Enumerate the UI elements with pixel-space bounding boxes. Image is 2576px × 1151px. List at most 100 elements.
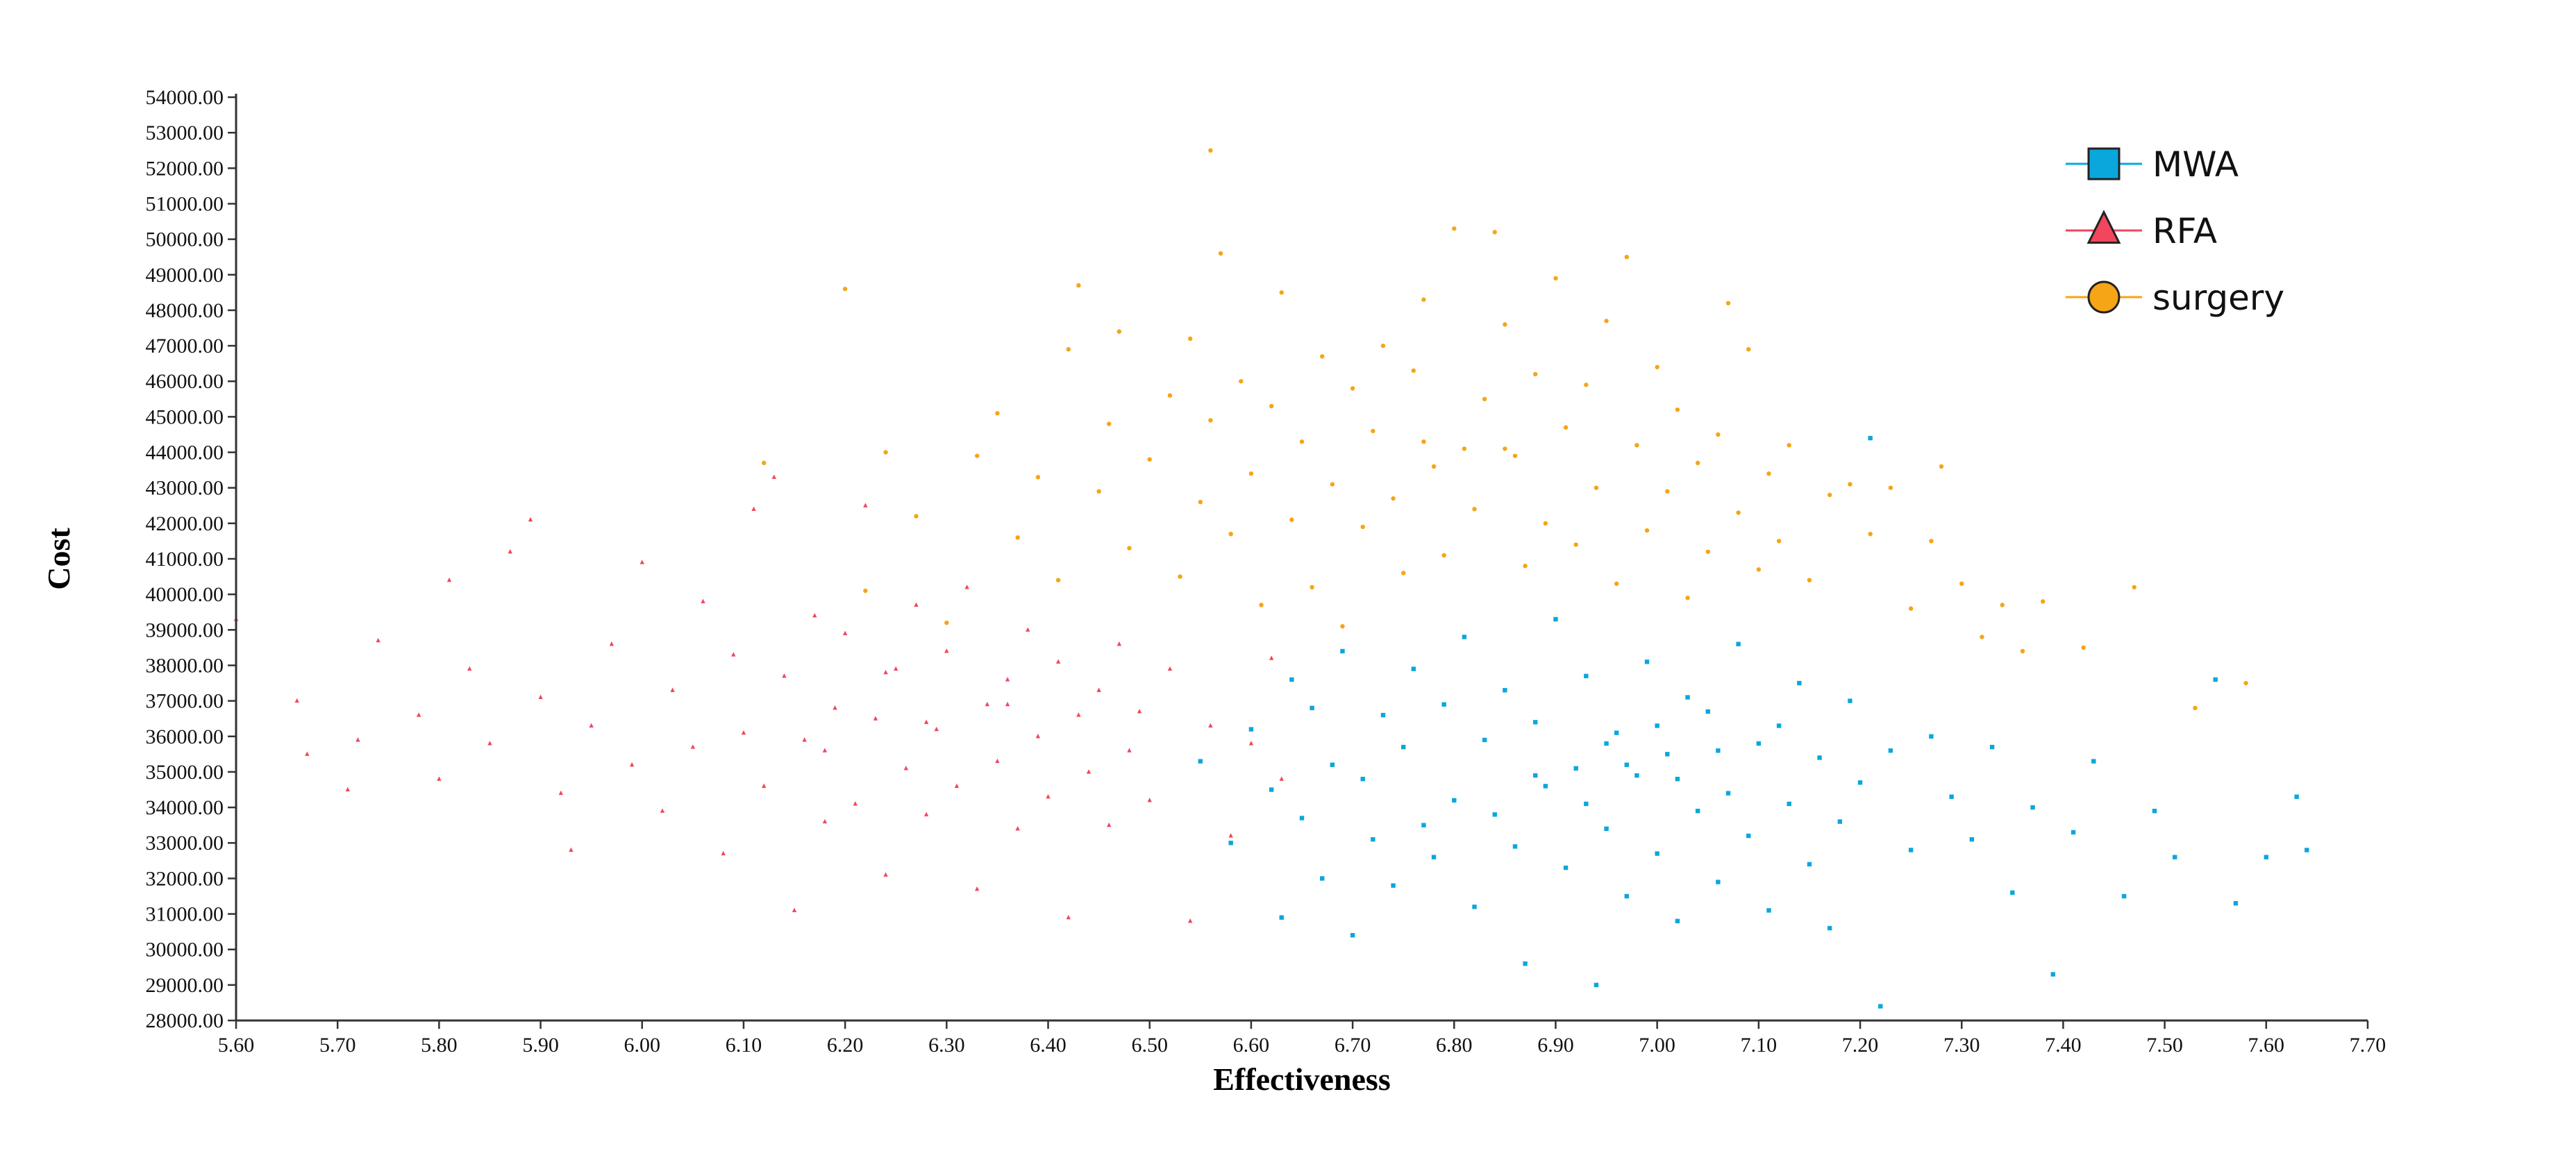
legend-label: RFA (2152, 211, 2217, 251)
data-point-mwa (1198, 759, 1203, 764)
data-point-surgery (1279, 290, 1284, 295)
data-point-surgery (863, 588, 868, 594)
data-point-rfa (964, 585, 969, 589)
x-tick-label: 6.10 (726, 1034, 762, 1057)
y-tick-label: 42000.00 (146, 512, 224, 535)
x-tick-label: 6.40 (1030, 1034, 1067, 1057)
data-point-mwa (1716, 880, 1721, 884)
data-point-mwa (1380, 712, 1386, 718)
data-point-surgery (1107, 421, 1112, 426)
data-point-mwa (1391, 883, 1396, 888)
data-point-mwa (1279, 915, 1284, 920)
data-point-mwa (1512, 844, 1518, 849)
data-point-surgery (1675, 407, 1680, 412)
data-point-surgery (2243, 680, 2248, 686)
y-axis-title: Cost (41, 528, 76, 590)
data-point-mwa (1289, 677, 1294, 682)
data-point-surgery (944, 620, 949, 625)
data-point-rfa (1116, 641, 1122, 646)
data-point-rfa (761, 783, 767, 788)
data-point-mwa (2071, 830, 2076, 835)
data-point-surgery (1350, 386, 1355, 391)
data-point-rfa (1107, 822, 1112, 827)
data-point-surgery (974, 453, 980, 458)
x-tick-label: 7.30 (1943, 1034, 1980, 1057)
data-point-surgery (914, 514, 919, 519)
data-point-mwa (1533, 720, 1538, 725)
data-point-surgery (1187, 336, 1193, 342)
data-point-surgery (1929, 539, 1934, 544)
data-point-mwa (1949, 794, 1954, 799)
data-point-rfa (1228, 833, 1233, 838)
data-point-mwa (1503, 688, 1507, 693)
data-point-rfa (305, 751, 310, 756)
data-point-surgery (1147, 457, 1152, 462)
data-point-rfa (1269, 655, 1274, 660)
data-point-surgery (1482, 396, 1487, 402)
data-point-surgery (2132, 585, 2136, 590)
data-point-surgery (1705, 549, 1710, 554)
legend-label: MWA (2152, 144, 2239, 185)
data-point-mwa (1766, 908, 1771, 913)
data-point-surgery (1939, 464, 1944, 469)
data-point-mwa (1269, 787, 1274, 792)
legend: MWA RFA surgery (2066, 144, 2284, 318)
data-point-surgery (1553, 276, 1558, 281)
data-point-rfa (822, 748, 828, 753)
data-point-rfa (721, 850, 726, 856)
y-tick-label: 37000.00 (146, 690, 224, 713)
data-point-rfa (1086, 769, 1092, 774)
data-point-mwa (2121, 893, 2127, 899)
y-tick-label: 36000.00 (146, 725, 224, 748)
data-point-rfa (294, 698, 299, 703)
data-point-rfa (954, 783, 960, 788)
data-point-rfa (1279, 776, 1284, 781)
legend-item-mwa: MWA (2066, 144, 2239, 185)
data-point-rfa (376, 637, 380, 643)
data-point-surgery (2000, 603, 2005, 607)
data-point-mwa (1634, 773, 1639, 778)
legend-item-rfa: RFA (2066, 210, 2217, 251)
data-point-mwa (1725, 791, 1731, 796)
data-point-mwa (1441, 702, 1446, 707)
data-point-rfa (842, 630, 848, 635)
data-point-mwa (2213, 677, 2218, 682)
data-point-rfa (467, 666, 472, 671)
data-point-surgery (1563, 425, 1569, 430)
data-point-surgery (1573, 542, 1578, 547)
data-point-mwa (1462, 635, 1467, 639)
data-point-rfa (437, 776, 442, 781)
data-point-rfa (833, 705, 837, 710)
x-tick-label: 7.20 (1842, 1034, 1879, 1057)
data-point-mwa (1604, 741, 1609, 746)
data-point-mwa (1563, 865, 1569, 871)
data-point-rfa (528, 516, 533, 522)
data-point-surgery (1756, 567, 1762, 572)
legend-marker-circle (2087, 280, 2121, 314)
data-point-surgery (1269, 403, 1274, 409)
data-point-mwa (1705, 709, 1710, 714)
data-point-surgery (1827, 492, 1832, 498)
data-point-mwa (1756, 741, 1762, 746)
data-point-surgery (1776, 539, 1782, 544)
data-point-rfa (1208, 723, 1213, 728)
data-point-surgery (1391, 496, 1396, 501)
data-point-mwa (1248, 727, 1254, 732)
data-point-rfa (701, 598, 705, 603)
data-point-mwa (1624, 762, 1630, 767)
data-point-mwa (1584, 673, 1589, 679)
data-point-surgery (1716, 432, 1721, 437)
data-point-rfa (782, 673, 787, 678)
data-point-mwa (1817, 755, 1822, 760)
data-point-surgery (1725, 301, 1731, 305)
data-point-mwa (1431, 855, 1437, 859)
x-tick-label: 7.50 (2146, 1034, 2183, 1057)
data-point-surgery (1766, 471, 1771, 476)
data-point-surgery (1634, 443, 1639, 448)
data-point-rfa (914, 602, 919, 607)
data-point-mwa (1716, 748, 1721, 753)
data-point-surgery (1421, 439, 1426, 444)
y-tick-label: 32000.00 (146, 867, 224, 890)
data-point-mwa (1736, 641, 1741, 646)
